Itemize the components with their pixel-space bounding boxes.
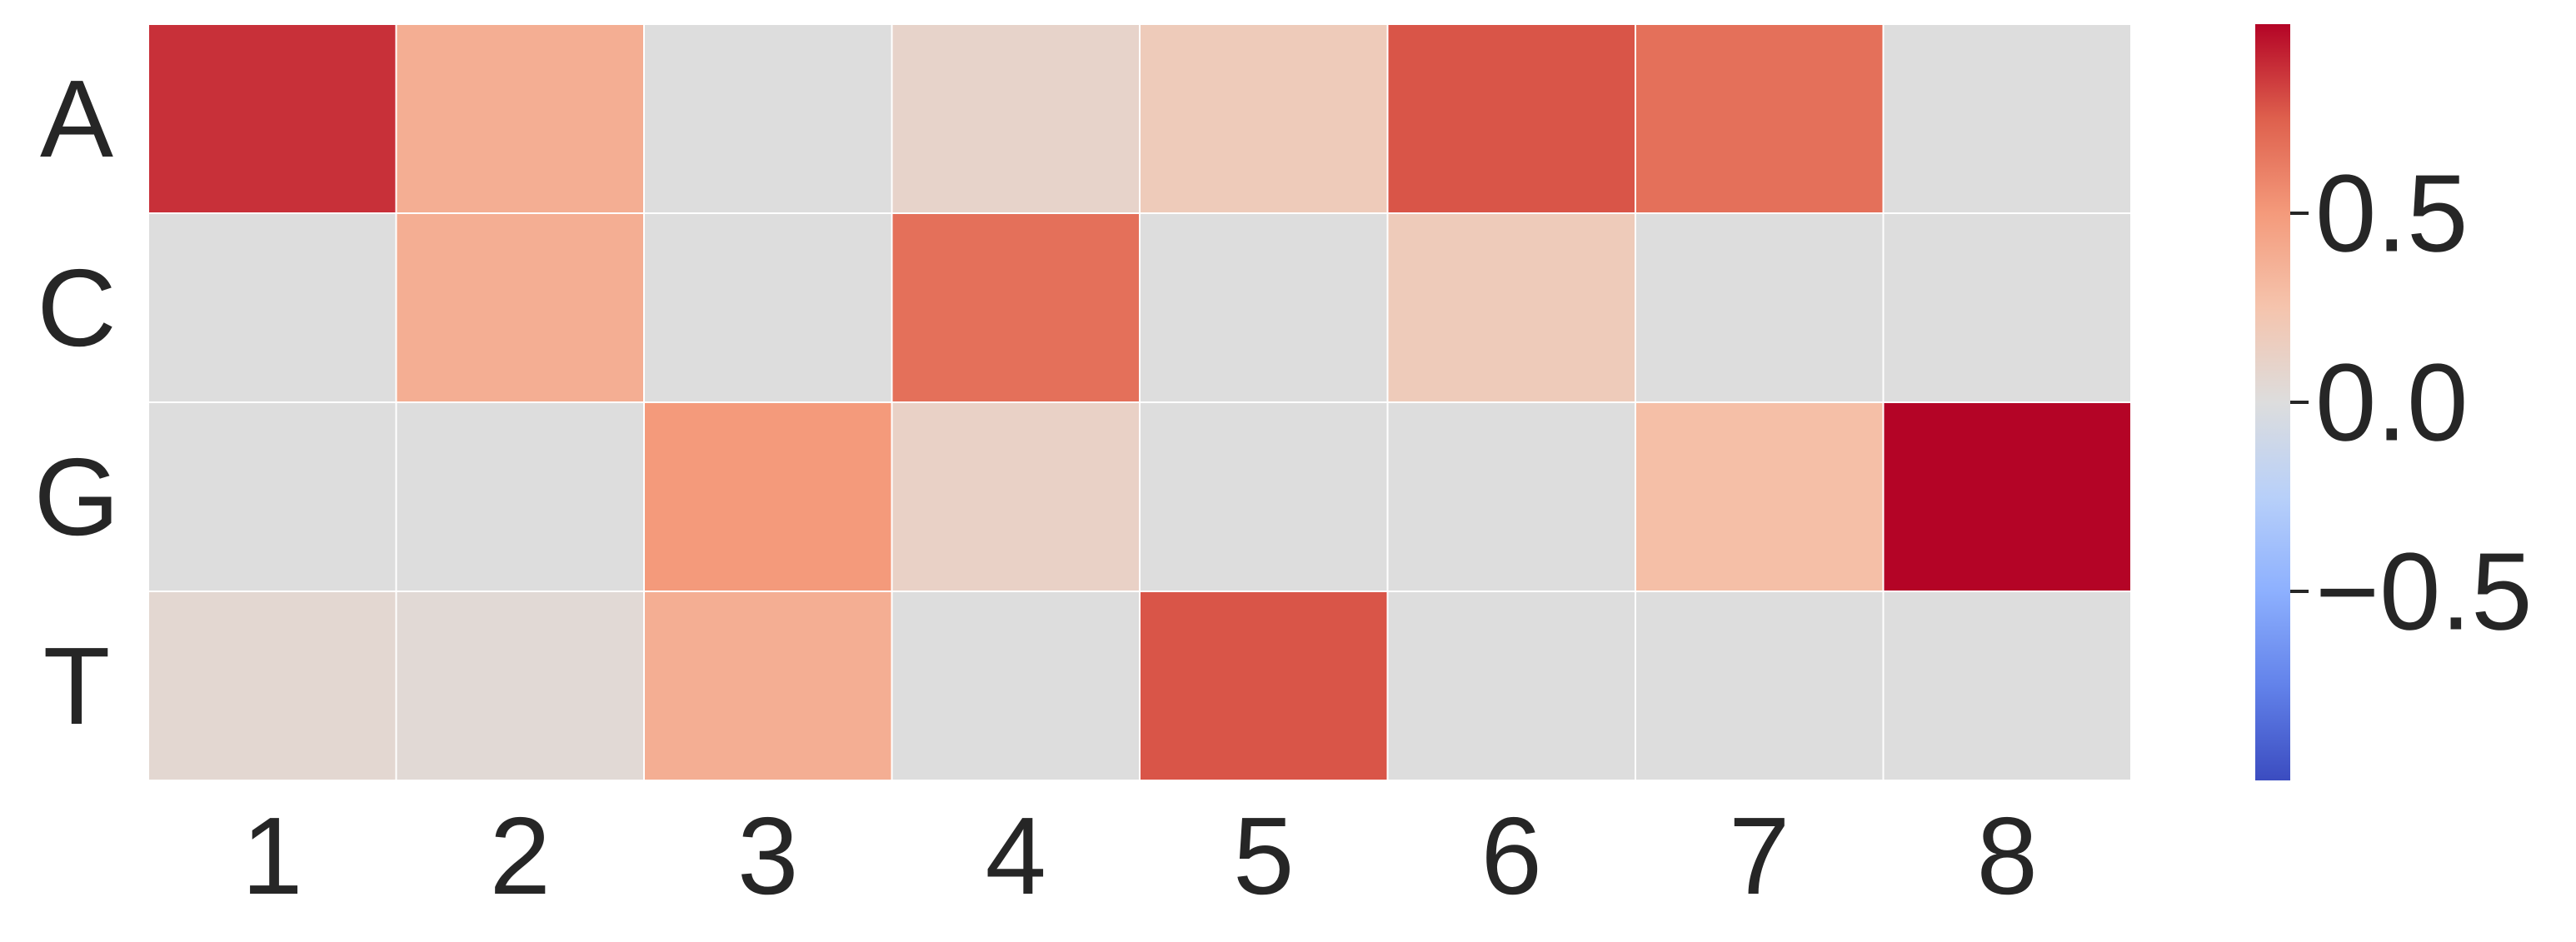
colorbar-tick-label: 0.0: [2315, 341, 2469, 464]
x-axis-tick-labels: 1 2 3 4 5 6 7 8: [242, 795, 2038, 917]
heatmap-cell-C-3: [643, 212, 893, 403]
x-tick-label-8: 8: [1977, 795, 2038, 917]
heatmap-cell-A-7: [1635, 23, 1885, 214]
colorbar: 0.5 0.0 −0.5: [2255, 24, 2533, 780]
heatmap-cell-G-3: [643, 401, 893, 592]
heatmap-cell-G-5: [1139, 401, 1389, 592]
heatmap-cell-A-2: [395, 23, 645, 214]
x-tick-label-7: 7: [1729, 795, 1790, 917]
heatmap-cells: [147, 23, 2132, 781]
heatmap-cell-T-7: [1635, 591, 1885, 781]
heatmap-cell-C-2: [395, 212, 645, 403]
heatmap-cell-C-6: [1386, 212, 1636, 403]
heatmap-cell-G-2: [395, 401, 645, 592]
colorbar-gradient: [2255, 24, 2290, 780]
x-tick-label-4: 4: [986, 795, 1046, 917]
heatmap-cell-A-6: [1386, 23, 1636, 214]
colorbar-tick-label: 0.5: [2315, 152, 2469, 275]
heatmap-cell-A-4: [891, 23, 1141, 214]
x-tick-label-6: 6: [1481, 795, 1542, 917]
heatmap-cell-A-8: [1882, 23, 2132, 214]
heatmap-cell-C-5: [1139, 212, 1389, 403]
heatmap-cell-T-3: [643, 591, 893, 781]
heatmap-cell-T-6: [1386, 591, 1636, 781]
heatmap-cell-A-5: [1139, 23, 1389, 214]
heatmap-cell-G-8: [1882, 401, 2132, 592]
heatmap-cell-T-2: [395, 591, 645, 781]
heatmap-cell-A-3: [643, 23, 893, 214]
heatmap-cell-C-4: [891, 212, 1141, 403]
x-tick-label-5: 5: [1233, 795, 1294, 917]
heatmap-cell-T-5: [1139, 591, 1389, 781]
heatmap-cell-A-1: [147, 23, 397, 214]
y-tick-label-G: G: [34, 436, 120, 558]
x-tick-label-1: 1: [242, 795, 302, 917]
heatmap-cell-C-8: [1882, 212, 2132, 403]
colorbar-tick-label: −0.5: [2315, 531, 2533, 653]
y-tick-label-T: T: [43, 625, 111, 747]
y-tick-label-C: C: [37, 247, 116, 369]
heatmap-cell-C-1: [147, 212, 397, 403]
heatmap-cell-G-1: [147, 401, 397, 592]
heatmap-cell-T-4: [891, 591, 1141, 781]
heatmap-cell-T-8: [1882, 591, 2132, 781]
y-tick-label-A: A: [40, 57, 113, 180]
x-tick-label-3: 3: [737, 795, 798, 917]
heatmap-cell-T-1: [147, 591, 397, 781]
heatmap-cell-G-6: [1386, 401, 1636, 592]
heatmap-cell-G-7: [1635, 401, 1885, 592]
heatmap-cell-G-4: [891, 401, 1141, 592]
heatmap-cell-C-7: [1635, 212, 1885, 403]
x-tick-label-2: 2: [490, 795, 551, 917]
